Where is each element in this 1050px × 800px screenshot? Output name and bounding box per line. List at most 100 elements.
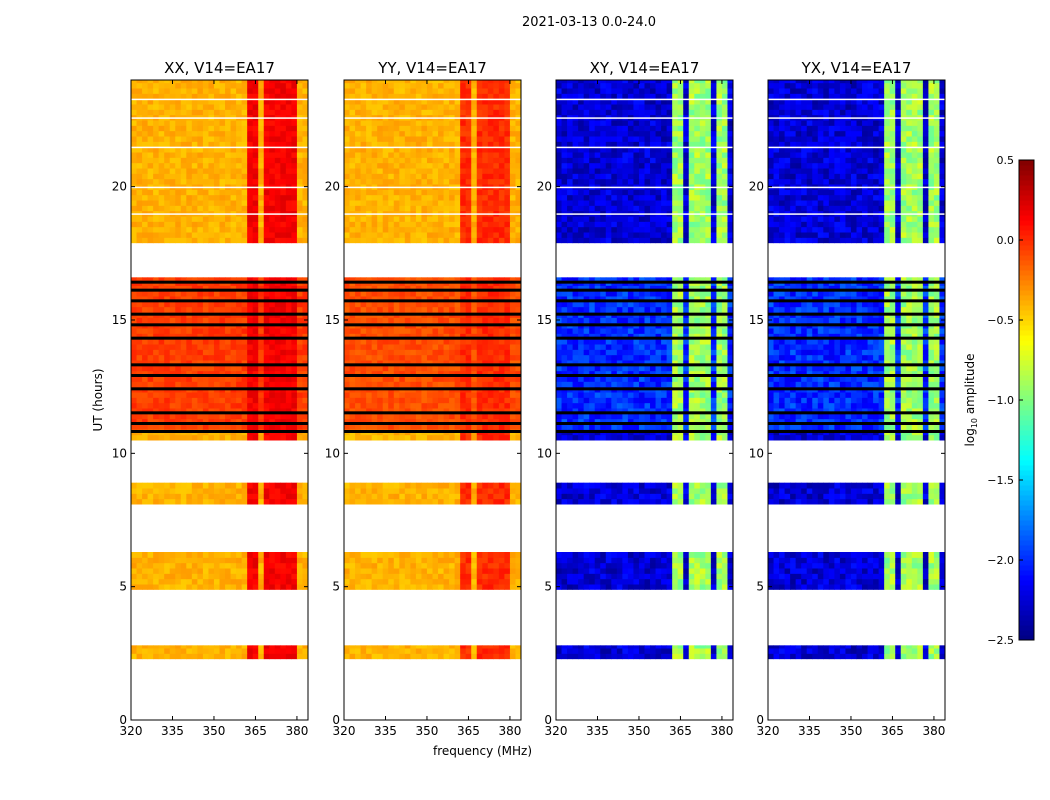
y-axis-label: UT (hours) xyxy=(91,368,105,431)
heatmap-cell xyxy=(410,136,417,142)
heatmap-cell xyxy=(175,349,182,356)
heatmap-cell xyxy=(371,365,378,372)
heatmap-cell xyxy=(366,290,373,297)
heatmap-cell xyxy=(377,488,384,494)
heatmap-cell xyxy=(186,648,193,654)
heatmap-cell xyxy=(410,141,417,148)
heatmap-cell xyxy=(410,306,417,313)
heatmap-cell xyxy=(360,162,367,169)
heatmap-cell xyxy=(241,296,248,302)
heatmap-cell xyxy=(349,573,356,580)
heatmap-cell xyxy=(180,397,187,404)
heatmap-cell xyxy=(164,392,171,398)
heatmap-cell xyxy=(202,402,209,409)
heatmap-cell xyxy=(415,296,422,302)
heatmap-cell xyxy=(186,301,193,308)
heatmap-cell xyxy=(252,317,259,324)
heatmap-cell xyxy=(515,562,522,569)
heatmap-cell xyxy=(504,173,511,180)
heatmap-cell xyxy=(285,338,292,345)
heatmap-cell xyxy=(302,365,309,372)
heatmap-cell xyxy=(202,365,209,372)
heatmap-cell xyxy=(252,157,259,164)
heatmap-cell xyxy=(280,338,287,345)
heatmap-cell xyxy=(443,488,450,494)
heatmap-cell xyxy=(175,333,182,340)
heatmap-cell xyxy=(136,370,143,377)
heatmap-cell xyxy=(504,498,511,505)
heatmap-cell xyxy=(382,648,389,654)
heatmap-cell xyxy=(498,392,505,398)
heatmap-cell xyxy=(230,277,237,281)
heatmap-cell xyxy=(344,290,351,297)
heatmap-cell xyxy=(230,645,237,649)
heatmap-cell xyxy=(504,328,511,334)
heatmap-cell xyxy=(454,98,461,105)
heatmap-cell xyxy=(410,232,417,238)
heatmap-cell xyxy=(493,120,500,126)
heatmap-cell xyxy=(236,277,243,281)
heatmap-cell xyxy=(131,146,138,153)
heatmap-cell xyxy=(454,216,461,222)
heatmap-cell xyxy=(349,376,356,382)
heatmap-cell xyxy=(225,562,232,569)
heatmap-cell xyxy=(252,584,259,590)
heatmap-cell xyxy=(366,306,373,313)
heatmap-cell xyxy=(515,354,522,361)
heatmap-cell xyxy=(465,328,472,334)
heatmap-cell xyxy=(252,296,259,302)
heatmap-cell xyxy=(377,573,384,580)
heatmap-cell xyxy=(213,168,220,174)
heatmap-cell xyxy=(377,381,384,388)
heatmap-cell xyxy=(415,584,422,590)
heatmap-cell xyxy=(432,568,439,574)
heatmap-cell xyxy=(142,109,149,116)
heatmap-cell xyxy=(454,552,461,558)
heatmap-cell xyxy=(142,157,149,164)
heatmap-cell xyxy=(454,333,461,340)
heatmap-cell xyxy=(296,290,303,297)
heatmap-cell xyxy=(131,80,138,84)
heatmap-cell xyxy=(186,178,193,185)
heatmap-cell xyxy=(432,141,439,148)
heatmap-cell xyxy=(438,80,445,84)
heatmap-cell xyxy=(382,488,389,494)
heatmap-cell xyxy=(269,349,276,356)
heatmap-cell xyxy=(366,645,373,649)
heatmap-cell xyxy=(213,109,220,116)
heatmap-cell xyxy=(186,216,193,222)
heatmap-cell xyxy=(142,354,149,361)
heatmap-cell xyxy=(443,173,450,180)
heatmap-cell xyxy=(476,498,483,505)
heatmap-cell xyxy=(377,130,384,137)
heatmap-cell xyxy=(263,498,270,505)
heatmap-cell xyxy=(247,162,254,169)
heatmap-cell xyxy=(465,424,472,430)
heatmap-cell xyxy=(471,434,478,441)
heatmap-cell xyxy=(399,370,406,377)
heatmap-cell xyxy=(504,290,511,297)
heatmap-cell xyxy=(509,653,516,660)
heatmap-cell xyxy=(296,125,303,132)
heatmap-cell xyxy=(360,413,367,420)
heatmap-cell xyxy=(186,285,193,292)
heatmap-cell xyxy=(421,568,428,574)
heatmap-cell xyxy=(344,328,351,334)
heatmap-cell xyxy=(131,493,138,500)
heatmap-cell xyxy=(285,130,292,137)
heatmap-cell xyxy=(180,98,187,105)
heatmap-cell xyxy=(410,189,417,196)
heatmap-cell xyxy=(296,568,303,574)
heatmap-cell xyxy=(169,376,176,382)
heatmap-cell xyxy=(236,498,243,505)
heatmap-cell xyxy=(296,557,303,564)
heatmap-cell xyxy=(186,424,193,430)
heatmap-cell xyxy=(399,173,406,180)
heatmap-cell xyxy=(454,104,461,110)
heatmap-cell xyxy=(644,653,651,660)
heatmap-cell xyxy=(285,290,292,297)
heatmap-cell xyxy=(465,568,472,574)
heatmap-cell xyxy=(164,418,171,425)
heatmap-cell xyxy=(291,152,298,158)
heatmap-cell xyxy=(236,237,243,244)
